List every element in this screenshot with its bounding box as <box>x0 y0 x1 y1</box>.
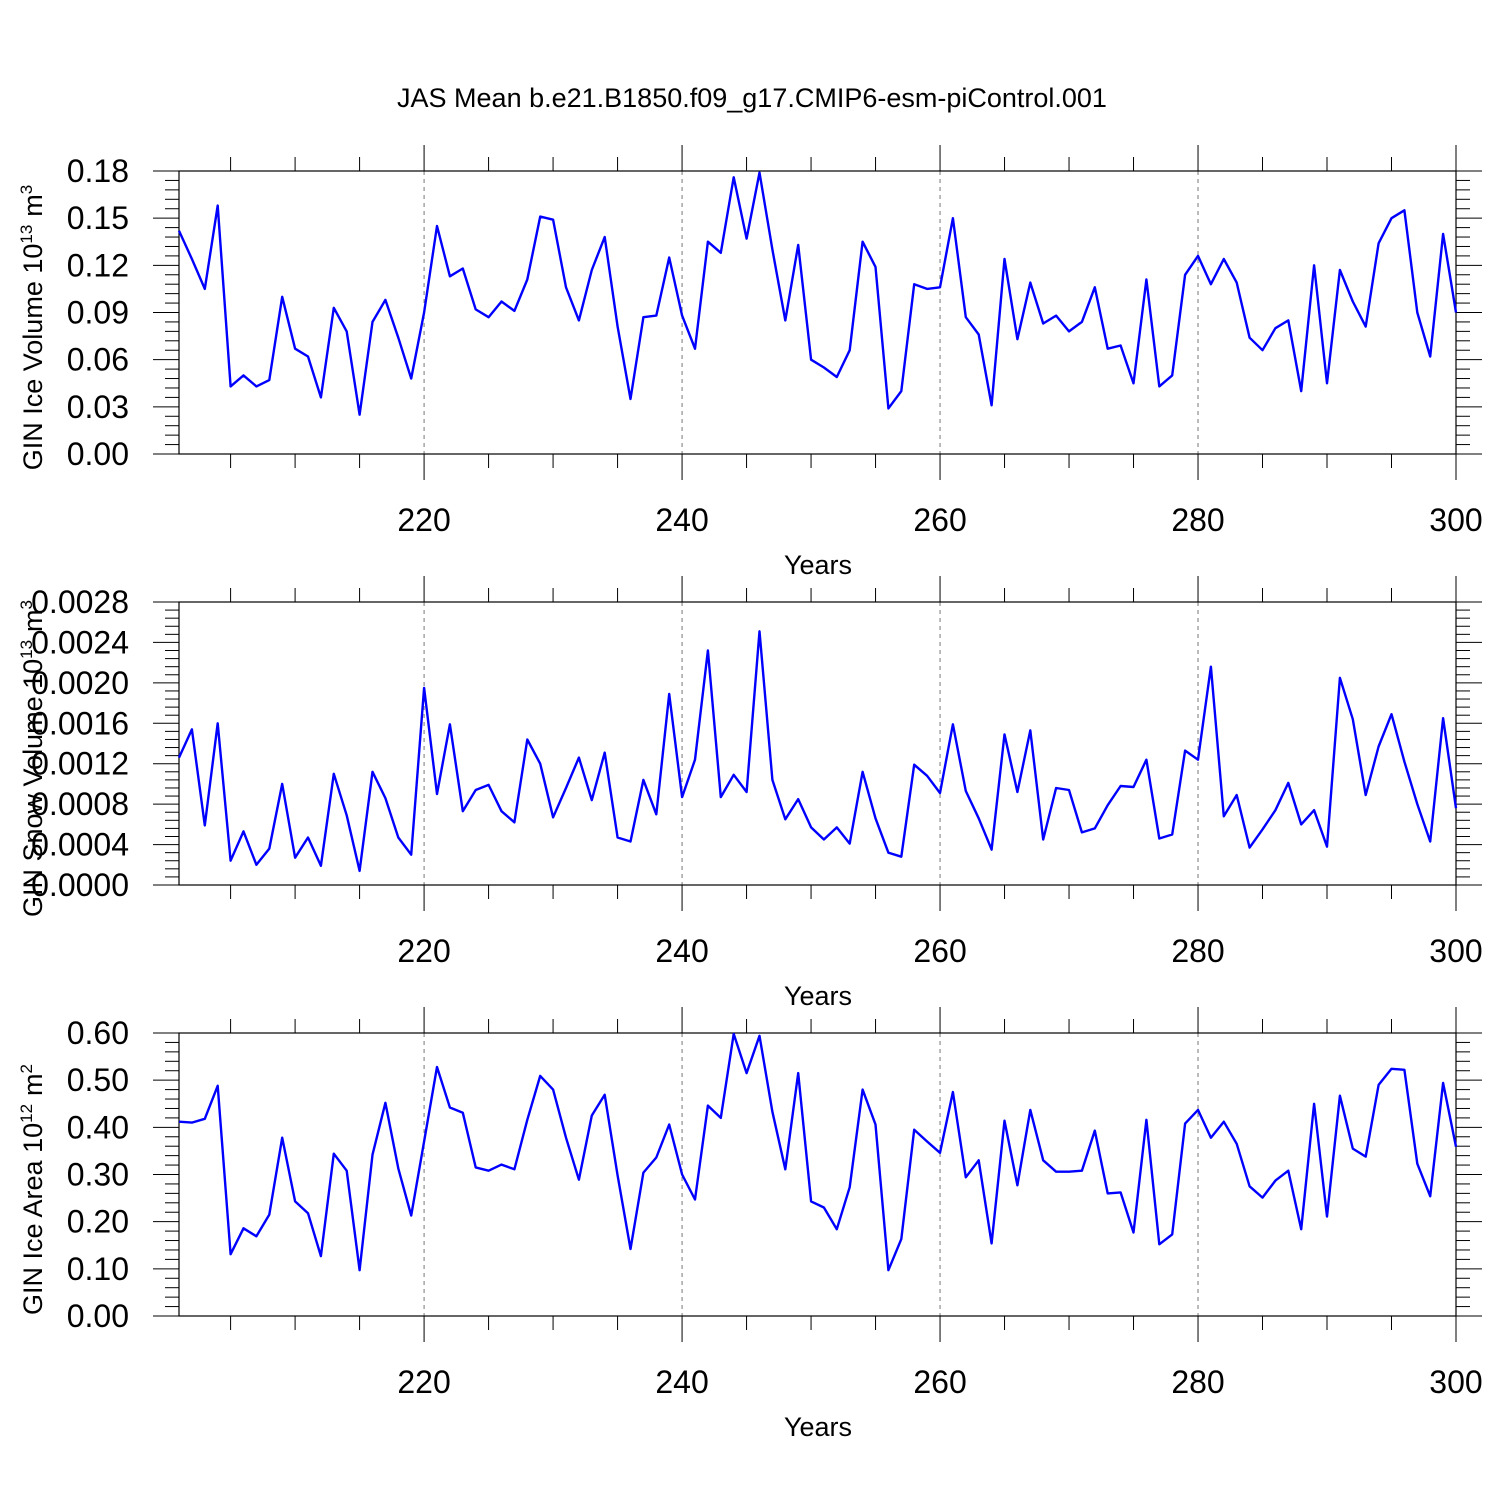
x-tick-label: 220 <box>397 502 450 538</box>
y-axis-label-ylabel-unit: m <box>18 1073 48 1096</box>
y-tick-label: 0.15 <box>67 200 129 236</box>
x-tick-label: 280 <box>1171 1364 1224 1400</box>
x-axis-label: Years <box>784 981 852 1011</box>
x-tick-label: 240 <box>655 502 708 538</box>
y-axis-label-ylabel-exp: 13 <box>17 640 36 659</box>
y-axis-label-ylabel-unit-exp: 3 <box>17 185 36 194</box>
panel-2: 220 240 260 280 300 Years 0.0000 0.0004 0.0008 0.… <box>17 576 1483 1011</box>
y-tick-label: 0.40 <box>67 1109 129 1145</box>
y-tick-label: 0.0004 <box>31 827 129 863</box>
y-tick-label: 0.0000 <box>31 867 129 903</box>
x-tick-label: 260 <box>913 502 966 538</box>
y-tick-label: 0.0016 <box>31 705 129 741</box>
y-tick-label: 0.0024 <box>31 624 129 660</box>
x-tick-label: 260 <box>913 933 966 969</box>
y-axis-label-ylabel-exp: 12 <box>17 1104 36 1123</box>
y-axis-label-ylabel: GIN Ice Area 10 <box>18 1123 48 1315</box>
y-axis-label: GIN Ice Area 1012 m2 <box>17 1064 48 1315</box>
x-tick-label: 300 <box>1429 933 1482 969</box>
data-series-line <box>178 1032 1458 1272</box>
y-axis-label-ylabel-unit: m <box>18 609 48 632</box>
y-tick-label: 0.30 <box>67 1157 129 1193</box>
y-tick-label: 0.00 <box>67 436 129 472</box>
y-axis-label-ylabel: GIN Ice Volume 10 <box>18 244 48 471</box>
x-tick-label: 300 <box>1429 502 1482 538</box>
y-tick-label: 0.0012 <box>31 746 129 782</box>
y-tick-label: 0.03 <box>67 389 129 425</box>
y-tick-label: 0.60 <box>67 1015 129 1051</box>
y-axis-label-ylabel: GIN Snow Volume 10 <box>18 659 48 917</box>
x-tick-label: 260 <box>913 1364 966 1400</box>
y-axis-label-ylabel-unit-exp: 3 <box>17 600 36 609</box>
y-tick-label: 0.0008 <box>31 786 129 822</box>
x-tick-label: 220 <box>397 1364 450 1400</box>
y-tick-label: 0.18 <box>67 153 129 189</box>
x-tick-label: 300 <box>1429 1364 1482 1400</box>
y-axis-label-ylabel-unit: m <box>18 194 48 217</box>
y-tick-label: 0.09 <box>67 295 129 331</box>
x-axis-label: Years <box>784 1412 852 1442</box>
x-axis-label: Years <box>784 550 852 580</box>
y-tick-label: 0.10 <box>67 1251 129 1287</box>
y-tick-label: 0.12 <box>67 247 129 283</box>
y-tick-label: 0.00 <box>67 1298 129 1334</box>
y-tick-label: 0.06 <box>67 342 129 378</box>
y-tick-label: 0.0020 <box>31 665 129 701</box>
y-axis-label: GIN Snow Volume 1013 m3 <box>17 600 48 917</box>
y-tick-label: 0.0028 <box>31 584 129 620</box>
y-axis-label-ylabel-exp: 13 <box>17 225 36 244</box>
x-tick-label: 280 <box>1171 502 1224 538</box>
y-tick-label: 0.50 <box>67 1062 129 1098</box>
data-series-line <box>177 171 1458 416</box>
y-axis-label: GIN Ice Volume 1013 m3 <box>17 185 48 471</box>
plot-frame <box>178 601 1457 886</box>
panel-3: 220 240 260 280 300 Years 0.00 0.10 0.20 0.30 0.40… <box>17 1007 1483 1442</box>
y-axis-label-ylabel-unit-exp: 2 <box>17 1064 36 1073</box>
panel-1: 220 240 260 280 300 Years 0.00 0.03 0.06 0.09 0.12… <box>17 145 1483 580</box>
plot-frame <box>178 170 1457 455</box>
x-tick-label: 220 <box>397 933 450 969</box>
chart-title: JAS Mean b.e21.B1850.f09_g17.CMIP6-esm-p… <box>397 83 1107 113</box>
x-tick-label: 240 <box>655 1364 708 1400</box>
data-series-line <box>177 630 1458 873</box>
x-tick-label: 280 <box>1171 933 1224 969</box>
x-tick-label: 240 <box>655 933 708 969</box>
y-tick-label: 0.20 <box>67 1204 129 1240</box>
